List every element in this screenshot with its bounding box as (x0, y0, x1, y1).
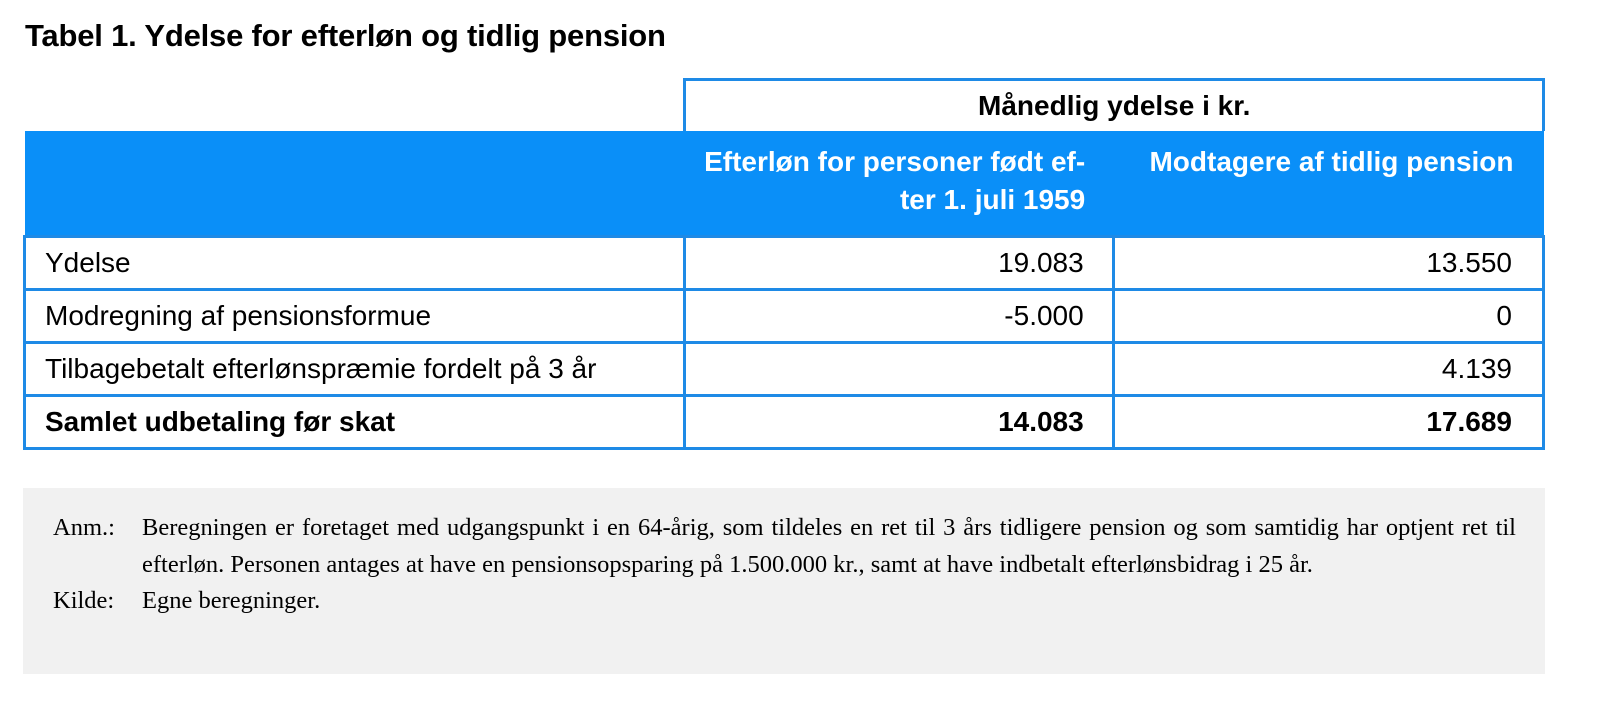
column-header-tidlig-pension: Modtagere af tidlig pension (1113, 131, 1544, 237)
cell-value: -5.000 (683, 288, 1115, 344)
note-kilde-text: Egne beregninger. (142, 587, 321, 614)
cell-value: 14.083 (683, 394, 1115, 450)
table-title: Tabel 1. Ydelse for efterløn og tidlig p… (25, 18, 666, 53)
column-header-efterloen: Efterløn for personer født ef-ter 1. jul… (684, 131, 1114, 237)
row-label: Samlet udbetaling før skat (22, 394, 687, 450)
table-row: Modregning af pensionsformue -5.000 0 (22, 288, 1546, 344)
column-header-row: Efterløn for personer født ef-ter 1. jul… (24, 131, 1544, 237)
row-label: Tilbagebetalt efterlønspræmie fordelt på… (22, 341, 687, 397)
note-anm-text: Beregningen er foretaget med udgangspunk… (142, 514, 1516, 578)
super-header-row: Månedlig ydelse i kr. (24, 78, 1545, 131)
cell-value: 19.083 (683, 235, 1115, 291)
cell-value: 17.689 (1111, 394, 1546, 450)
table-row: Ydelse 19.083 13.550 (22, 235, 1546, 291)
cell-value (683, 341, 1115, 397)
table-row: Tilbagebetalt efterlønspræmie fordelt på… (22, 341, 1546, 397)
blank-corner (24, 79, 685, 131)
row-label: Ydelse (22, 235, 687, 291)
notes-box: Anm.: Beregningen er foretaget med udgan… (23, 488, 1545, 674)
cell-value: 13.550 (1111, 235, 1546, 291)
cell-value: 0 (1111, 288, 1546, 344)
column-header-line: Efterløn for personer født ef- (704, 146, 1086, 177)
total-row: Samlet udbetaling før skat 14.083 17.689 (22, 394, 1546, 450)
column-header-line: ter 1. juli 1959 (899, 184, 1086, 215)
note-kilde-label: Kilde: (53, 587, 115, 614)
cell-value: 4.139 (1111, 341, 1546, 397)
note-kilde: Kilde: Egne beregninger. (53, 583, 1516, 620)
note-anm: Anm.: Beregningen er foretaget med udgan… (53, 510, 1516, 583)
row-label: Modregning af pensionsformue (22, 288, 687, 344)
note-anm-label: Anm.: (53, 514, 115, 541)
column-header-empty (24, 131, 685, 237)
super-header: Månedlig ydelse i kr. (683, 78, 1545, 131)
benefit-table: Månedlig ydelse i kr. Efterløn for perso… (22, 78, 1546, 450)
